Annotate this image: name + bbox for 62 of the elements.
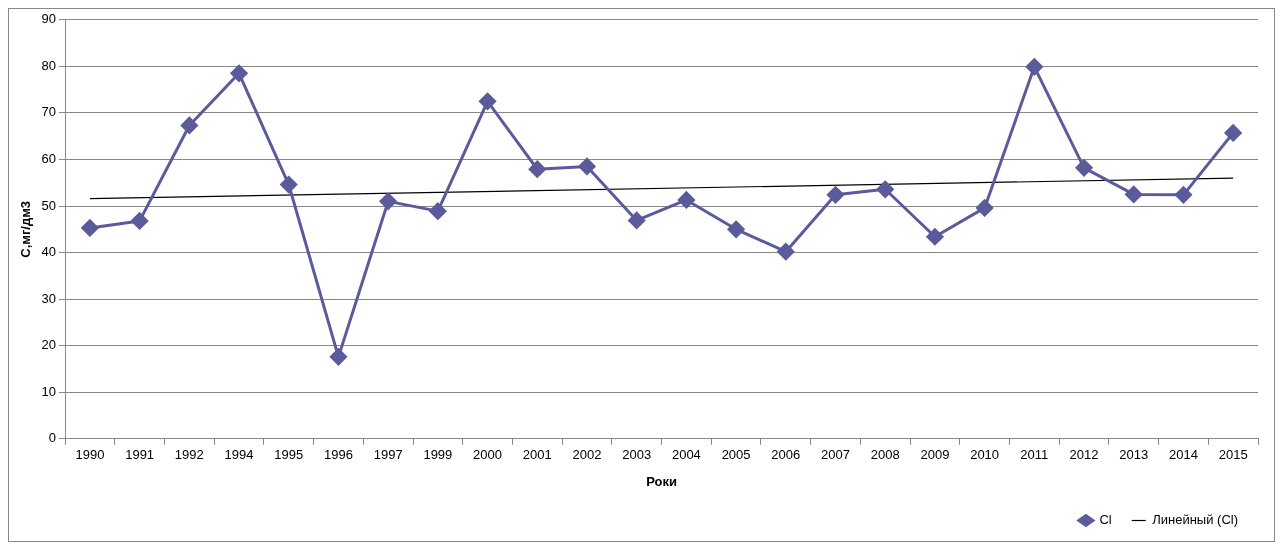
point <box>1224 124 1242 142</box>
x-tick-label: 1996 <box>323 447 353 463</box>
y-tick-label: 20 <box>41 337 57 353</box>
point <box>131 212 149 230</box>
y-tick-label: 60 <box>41 151 57 167</box>
x-tick-label: 1991 <box>125 447 155 463</box>
point <box>280 176 298 194</box>
y-tick-label: 40 <box>41 244 57 260</box>
x-tick-label: 1992 <box>174 447 204 463</box>
x-tick-label: 2001 <box>522 447 552 463</box>
x-axis-title: Роки <box>646 473 677 489</box>
point <box>876 180 894 198</box>
point <box>1075 159 1093 177</box>
x-tick-label: 1997 <box>373 447 403 463</box>
x-tick-label: 2009 <box>920 447 950 463</box>
point <box>379 192 397 210</box>
point <box>727 220 745 238</box>
point <box>429 202 447 220</box>
point <box>230 64 248 82</box>
point <box>578 157 596 175</box>
y-tick-label: 80 <box>41 57 57 73</box>
point <box>628 211 646 229</box>
point <box>1125 185 1143 203</box>
x-tick-label: 2015 <box>1218 447 1248 463</box>
y-tick-label: 0 <box>48 430 57 446</box>
y-tick-label: 70 <box>41 104 57 120</box>
y-axis-title: C,мг/дм3 <box>18 200 34 258</box>
x-tick-label: 1990 <box>75 447 105 463</box>
x-tick-label: 2003 <box>622 447 652 463</box>
x-tick-label: 2000 <box>473 447 503 463</box>
x-tick-label: 1995 <box>274 447 304 463</box>
x-tick-label: 2004 <box>671 447 701 463</box>
y-tick-label: 10 <box>41 383 57 399</box>
x-tick-label: 2014 <box>1168 447 1198 463</box>
x-tick-label: 1999 <box>423 447 453 463</box>
point <box>677 191 695 209</box>
x-tick-label: 2008 <box>870 447 900 463</box>
point <box>528 160 546 178</box>
y-tick-label: 30 <box>41 290 57 306</box>
point <box>479 92 497 110</box>
point <box>180 116 198 134</box>
point <box>926 228 944 246</box>
point <box>777 243 795 261</box>
point <box>827 186 844 204</box>
y-tick-label: 50 <box>41 197 57 213</box>
x-tick-label: 2006 <box>771 447 801 463</box>
x-tick-label: 2012 <box>1069 447 1099 463</box>
y-tick-label: 90 <box>41 11 57 27</box>
legend-label: Cl <box>1099 512 1112 528</box>
x-tick-label: 2011 <box>1020 447 1049 463</box>
point <box>976 199 994 217</box>
point <box>329 348 347 366</box>
point <box>1025 58 1043 76</box>
x-tick-label: 2007 <box>821 447 850 463</box>
x-tick-label: 2010 <box>970 447 1000 463</box>
x-tick-label: 2013 <box>1119 447 1149 463</box>
point <box>1174 186 1192 204</box>
legend-label: Линейный (Cl) <box>1152 512 1238 528</box>
point <box>81 219 99 237</box>
x-tick-label: 2002 <box>572 447 602 463</box>
x-tick-label: 1994 <box>224 447 254 463</box>
x-tick-label: 2005 <box>721 447 751 463</box>
